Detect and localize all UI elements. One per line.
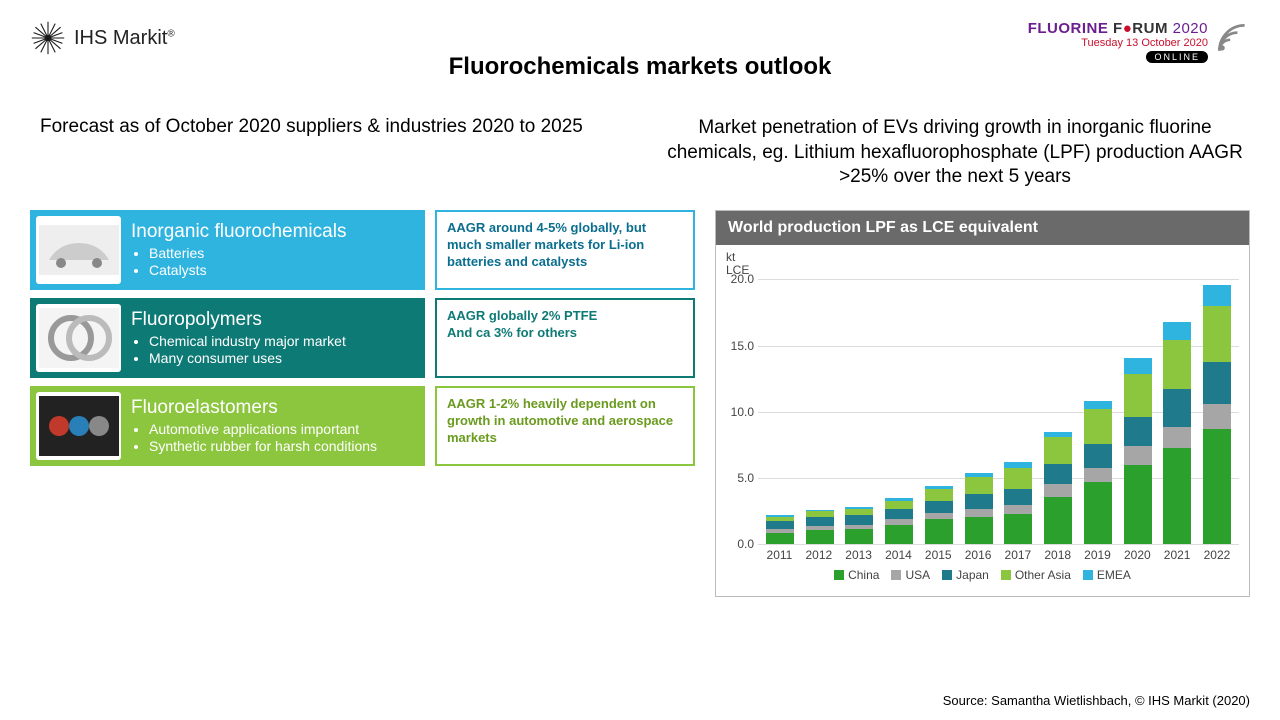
bar-2017 [1004,462,1032,544]
brand-logo: IHS Markit® [30,20,175,56]
card-bullets: Automotive applications important Synthe… [131,421,377,456]
bar-2019 [1084,401,1112,544]
online-badge: ONLINE [1146,51,1208,63]
x-tick: 2016 [965,548,992,562]
chart-legend: China USA Japan Other Asia EMEA [726,564,1239,590]
y-tick: 0.0 [726,537,754,551]
card-bullets: Chemical industry major market Many cons… [131,333,346,368]
bar-2016 [965,473,993,545]
signal-icon [1214,20,1250,56]
note-fluoroelastomers: AAGR 1-2% heavily dependent on growth in… [435,386,695,466]
brand-name: IHS Markit® [74,27,175,50]
bearing-image-icon [36,304,121,372]
category-cards: Inorganic fluorochemicals Batteries Cata… [30,210,695,597]
bar-2015 [925,486,953,544]
subhead-left: Forecast as of October 2020 suppliers & … [40,116,630,190]
card-title: Fluoropolymers [131,309,346,331]
y-tick: 5.0 [726,471,754,485]
x-tick: 2018 [1044,548,1071,562]
x-tick: 2021 [1164,548,1191,562]
x-tick: 2022 [1204,548,1231,562]
x-tick: 2019 [1084,548,1111,562]
car-image-icon [36,216,121,284]
bar-2020 [1124,358,1152,545]
bar-2011 [766,515,794,544]
bar-2013 [845,507,873,544]
x-tick: 2013 [845,548,872,562]
source-citation: Source: Samantha Wietlishbach, © IHS Mar… [943,693,1250,708]
forum-logo: FLUORINE F●RUM 2020 Tuesday 13 October 2… [1028,20,1250,63]
y-tick: 20.0 [726,272,754,286]
bar-2021 [1163,322,1191,545]
card-title: Inorganic fluorochemicals [131,221,346,243]
x-axis-labels: 2011 2012 2013 2014 2015 2016 2017 2018 2019 2020… [758,544,1239,564]
y-tick: 10.0 [726,405,754,419]
card-fluoropolymers: Fluoropolymers Chemical industry major m… [30,298,425,378]
legend-item: Other Asia [1001,568,1071,582]
chart-title: World production LPF as LCE equivalent [716,211,1249,245]
bar-2014 [885,498,913,544]
card-bullets: Batteries Catalysts [131,245,346,280]
lpf-chart: World production LPF as LCE equivalent k… [715,210,1250,597]
bar-2018 [1044,432,1072,545]
swirl-icon [30,20,66,56]
x-tick: 2014 [885,548,912,562]
plot-area: 0.05.010.015.020.0 [758,279,1239,544]
x-tick: 2017 [1005,548,1032,562]
bar-2012 [806,510,834,544]
card-inorganic: Inorganic fluorochemicals Batteries Cata… [30,210,425,290]
x-tick: 2020 [1124,548,1151,562]
legend-item: China [834,568,879,582]
tubes-image-icon [36,392,121,460]
forum-date: Tuesday 13 October 2020 [1081,37,1208,49]
y-axis-unit: kt LCE [726,251,1239,277]
card-title: Fluoroelastomers [131,397,377,419]
legend-item: Japan [942,568,989,582]
bar-2022 [1203,285,1231,545]
legend-item: EMEA [1083,568,1131,582]
note-inorganic: AAGR around 4-5% globally, but much smal… [435,210,695,290]
x-tick: 2011 [767,548,793,562]
x-tick: 2012 [805,548,832,562]
y-tick: 15.0 [726,339,754,353]
card-fluoroelastomers: Fluoroelastomers Automotive applications… [30,386,425,466]
x-tick: 2015 [925,548,952,562]
subhead-right: Market penetration of EVs driving growth… [660,116,1250,190]
legend-item: USA [891,568,930,582]
note-fluoropolymers: AAGR globally 2% PTFE And ca 3% for othe… [435,298,695,378]
